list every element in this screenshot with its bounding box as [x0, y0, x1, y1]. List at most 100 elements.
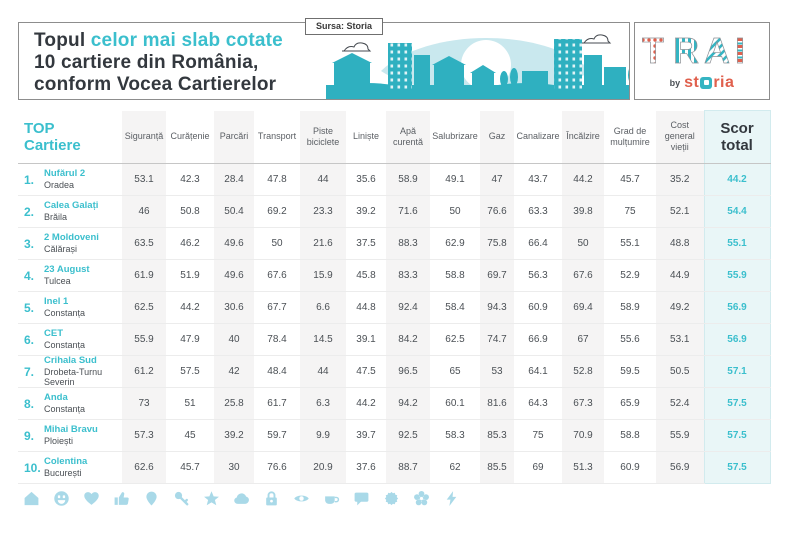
neighborhood-name: Calea Galați — [44, 200, 99, 212]
neighborhood-cell: 23 August Tulcea — [44, 259, 123, 292]
flower-icon — [413, 490, 430, 507]
score-cell: 45 — [166, 419, 215, 452]
score-cell: 96.5 — [386, 355, 431, 388]
score-head-line1: Scor — [720, 119, 754, 137]
cityscape-svg — [326, 34, 629, 99]
score-cell: 35.6 — [346, 163, 387, 196]
table-body: 1. Nufărul 2 Oradea 53.1 42.3 28.4 47.8 44 35.6 5… — [18, 163, 771, 484]
score-cell: 58.8 — [430, 259, 481, 292]
neighborhood-name: Colentina — [44, 456, 88, 468]
score-cell: 67.7 — [254, 291, 301, 324]
total-score-cell: 55.1 — [703, 227, 771, 260]
score-cell: 75.8 — [480, 227, 515, 260]
smiley-icon — [53, 490, 70, 507]
storia-brand: st ria — [684, 74, 734, 92]
column-header: Canalizare — [514, 110, 563, 164]
score-cell: 58.9 — [386, 163, 431, 196]
city-name: Constanța — [44, 403, 86, 414]
neighborhood-name: Inel 1 — [44, 296, 69, 308]
cup-icon — [323, 490, 340, 507]
total-score-cell: 57.5 — [703, 387, 771, 420]
score-cell: 52.9 — [604, 259, 657, 292]
score-head-line2: total — [721, 137, 753, 154]
score-cell: 73 — [122, 387, 167, 420]
top-label-line1: TOP — [24, 119, 55, 137]
neighborhood-name: Mihai Bravu — [44, 424, 98, 436]
table-row: 10. Colentina București 62.6 45.7 30 76.6 20.9 3… — [18, 451, 771, 484]
score-cell: 43.7 — [514, 163, 563, 196]
score-cell: 94.3 — [480, 291, 515, 324]
score-cell: 39.1 — [346, 323, 387, 356]
lightning-icon — [443, 490, 460, 507]
title-line-3: conform Vocea Cartierelor — [34, 74, 277, 95]
score-cell: 88.7 — [386, 451, 431, 484]
score-cell: 55.9 — [122, 323, 167, 356]
score-cell: 60.9 — [514, 291, 563, 324]
score-cell: 69.2 — [254, 195, 301, 228]
score-cell: 45.7 — [604, 163, 657, 196]
rank-cell: 9. — [18, 419, 44, 452]
score-cell: 59.5 — [604, 355, 657, 388]
score-cell: 66.4 — [514, 227, 563, 260]
score-cell: 44 — [300, 355, 347, 388]
score-cell: 84.2 — [386, 323, 431, 356]
cloud-icon — [233, 490, 250, 507]
score-cell: 42 — [214, 355, 255, 388]
rank-cell: 6. — [18, 323, 44, 356]
score-cell: 85.5 — [480, 451, 515, 484]
neighborhood-name: CET — [44, 328, 63, 340]
column-header: Încălzire — [562, 110, 605, 164]
logo-by-label: by — [669, 77, 681, 88]
score-cell: 67.3 — [562, 387, 605, 420]
padlock-icon — [263, 490, 280, 507]
score-cell: 92.5 — [386, 419, 431, 452]
sunburst-icon — [383, 490, 400, 507]
score-cell: 65.9 — [604, 387, 657, 420]
rank-cell: 5. — [18, 291, 44, 324]
score-cell: 55.1 — [604, 227, 657, 260]
score-cell: 39.8 — [562, 195, 605, 228]
table-row: 6. CET Constanța 55.9 47.9 40 78.4 14.5 39.1 84.2… — [18, 323, 771, 356]
score-cell: 75 — [604, 195, 657, 228]
score-cell: 21.6 — [300, 227, 347, 260]
score-cell: 53.1 — [656, 323, 705, 356]
score-cell: 46 — [122, 195, 167, 228]
score-cell: 58.9 — [604, 291, 657, 324]
score-cell: 45.8 — [346, 259, 387, 292]
score-cell: 23.3 — [300, 195, 347, 228]
total-score-cell: 44.2 — [703, 163, 771, 196]
score-cell: 25.8 — [214, 387, 255, 420]
score-cell: 61.7 — [254, 387, 301, 420]
score-cell: 62.5 — [122, 291, 167, 324]
score-cell: 74.7 — [480, 323, 515, 356]
score-cell: 52.1 — [656, 195, 705, 228]
logo-letter: R — [673, 31, 699, 71]
score-cell: 63.5 — [122, 227, 167, 260]
neighborhood-cell: Inel 1 Constanța — [44, 291, 123, 324]
storia-o-icon — [700, 76, 713, 89]
header-box: Topul celor mai slab cotate 10 cartiere … — [18, 22, 630, 100]
table-row: 2. Calea Galați Brăila 46 50.8 50.4 69.2 23.3 39… — [18, 195, 771, 228]
eye-icon — [293, 490, 310, 507]
logo-letter: T — [642, 31, 664, 71]
neighborhood-cell: Mihai Bravu Ploiești — [44, 419, 123, 452]
city-name: Brăila — [44, 211, 68, 222]
score-cell: 56.3 — [514, 259, 563, 292]
score-cell: 66.9 — [514, 323, 563, 356]
column-header: Piste biciclete — [300, 110, 347, 164]
score-cell: 71.6 — [386, 195, 431, 228]
score-cell: 52.4 — [656, 387, 705, 420]
score-cell: 51.3 — [562, 451, 605, 484]
column-header: Siguranță — [122, 110, 167, 164]
score-cell: 51 — [166, 387, 215, 420]
neighborhood-cell: 2 Moldoveni Călărași — [44, 227, 123, 260]
score-cell: 69.4 — [562, 291, 605, 324]
top-cartiere-header: TOP Cartiere — [18, 110, 123, 164]
column-header-row: TOP Cartiere Siguranță Curățenie Parcări Tr… — [18, 110, 771, 164]
score-cell: 49.2 — [656, 291, 705, 324]
table-row: 9. Mihai Bravu Ploiești 57.3 45 39.2 59.7 9.9 39… — [18, 419, 771, 452]
score-cell: 65 — [430, 355, 481, 388]
